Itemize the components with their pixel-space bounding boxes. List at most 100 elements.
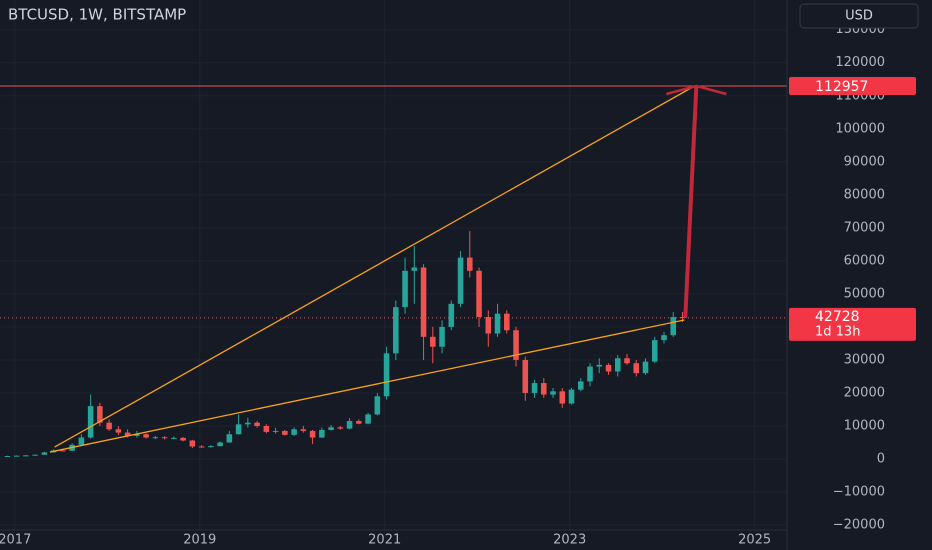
candle-body <box>559 391 566 404</box>
y-tick-label: 100000 <box>835 121 885 136</box>
candle-body <box>522 359 529 393</box>
candle-body <box>328 427 334 430</box>
candle-body <box>365 414 371 424</box>
candle-body <box>614 358 621 372</box>
candle-body <box>254 422 260 426</box>
candle-body <box>263 425 270 432</box>
candle-body <box>208 446 214 448</box>
y-tick-label: 80000 <box>844 187 885 202</box>
y-tick-label: 120000 <box>835 55 885 70</box>
candle-body <box>87 406 94 438</box>
candle-body <box>420 267 427 337</box>
candle-body <box>679 317 686 319</box>
candle-body <box>235 424 242 435</box>
candle-body <box>124 432 131 436</box>
candle-body <box>550 391 556 395</box>
countdown-label: 1d 13h <box>815 324 860 339</box>
candle-body <box>226 434 233 443</box>
candle-body <box>106 422 112 430</box>
target-price-box <box>789 76 916 95</box>
x-tick-label: 2021 <box>368 533 401 548</box>
x-tick-label: 2019 <box>183 533 216 548</box>
y-tick-label: 0 <box>877 452 885 467</box>
candle-body <box>568 389 575 404</box>
candle-body <box>97 406 103 423</box>
last-price-box <box>789 307 916 341</box>
candle-body <box>115 429 122 433</box>
candle-body <box>577 381 584 390</box>
candle-body <box>143 434 149 438</box>
y-tick-label: 70000 <box>844 220 885 235</box>
y-tick-label: 10000 <box>844 418 885 433</box>
candle-body <box>430 336 436 347</box>
y-tick-label: 30000 <box>844 352 885 367</box>
candle-body <box>661 335 667 341</box>
candle-body <box>670 317 677 336</box>
x-tick-label: 2025 <box>738 533 771 548</box>
candle-body <box>605 364 612 372</box>
candle-body <box>245 422 251 425</box>
candle-body <box>217 442 223 447</box>
candle-body <box>13 455 20 457</box>
currency-label[interactable]: USD <box>845 9 873 24</box>
chart-title: BTCUSD, 1W, BITSTAMP <box>8 6 186 24</box>
candle-body <box>374 396 381 415</box>
candle-body <box>291 429 297 435</box>
arrow-head <box>666 84 727 96</box>
candle-body <box>152 437 159 439</box>
candle-body <box>356 421 362 424</box>
candle-body <box>467 257 473 271</box>
candle-body <box>633 363 640 374</box>
candle-body <box>41 452 48 455</box>
currency-button[interactable] <box>799 3 919 29</box>
candle-body <box>439 326 445 347</box>
candle-body <box>504 313 510 331</box>
y-tick-label: 90000 <box>844 154 885 169</box>
y-tick-label: −10000 <box>833 485 885 500</box>
candle-body <box>383 353 390 397</box>
candle-body <box>189 440 196 447</box>
candle-body <box>171 437 177 439</box>
candle-body <box>23 455 29 457</box>
candle-body <box>198 446 205 448</box>
candle-body <box>337 427 344 429</box>
candle-body <box>60 450 66 452</box>
candle-body <box>346 421 353 429</box>
target-price-label: 112957 <box>815 79 868 95</box>
candle-body <box>494 313 501 334</box>
plot-area: 2017 2019 2021 2023 2025 <box>0 0 787 548</box>
x-tick-label: 2023 <box>553 533 586 548</box>
candle-body <box>485 317 492 334</box>
candle-body <box>457 257 464 304</box>
candle-body <box>531 383 538 393</box>
candle-body <box>134 434 140 436</box>
price-axis-labels: −20000−100000100002000030000400005000060… <box>789 22 916 533</box>
y-tick-label: 20000 <box>844 385 885 400</box>
candle-body <box>4 456 11 458</box>
candle-body <box>180 437 186 441</box>
y-tick-label: 60000 <box>844 253 885 268</box>
candle-body <box>309 430 316 438</box>
candle-body <box>78 437 85 445</box>
candle-body <box>393 307 399 354</box>
arrow-shaft <box>683 85 699 319</box>
candle-body <box>596 364 603 367</box>
candle-body <box>541 383 547 395</box>
candle-body <box>624 358 630 364</box>
candle-body <box>411 267 418 271</box>
candle-body <box>513 330 519 360</box>
candle-body <box>161 437 168 439</box>
candle-body <box>402 270 408 308</box>
candle-body <box>587 366 593 382</box>
last-price-label: 42728 <box>815 309 860 325</box>
x-tick-label: 2017 <box>0 533 31 548</box>
trend-line <box>54 85 695 448</box>
candle-body <box>476 270 482 318</box>
candle-body <box>282 430 288 435</box>
candle-body <box>300 429 307 431</box>
candle-body <box>642 361 649 374</box>
y-tick-label: −20000 <box>833 518 885 533</box>
trend-line <box>49 319 685 453</box>
